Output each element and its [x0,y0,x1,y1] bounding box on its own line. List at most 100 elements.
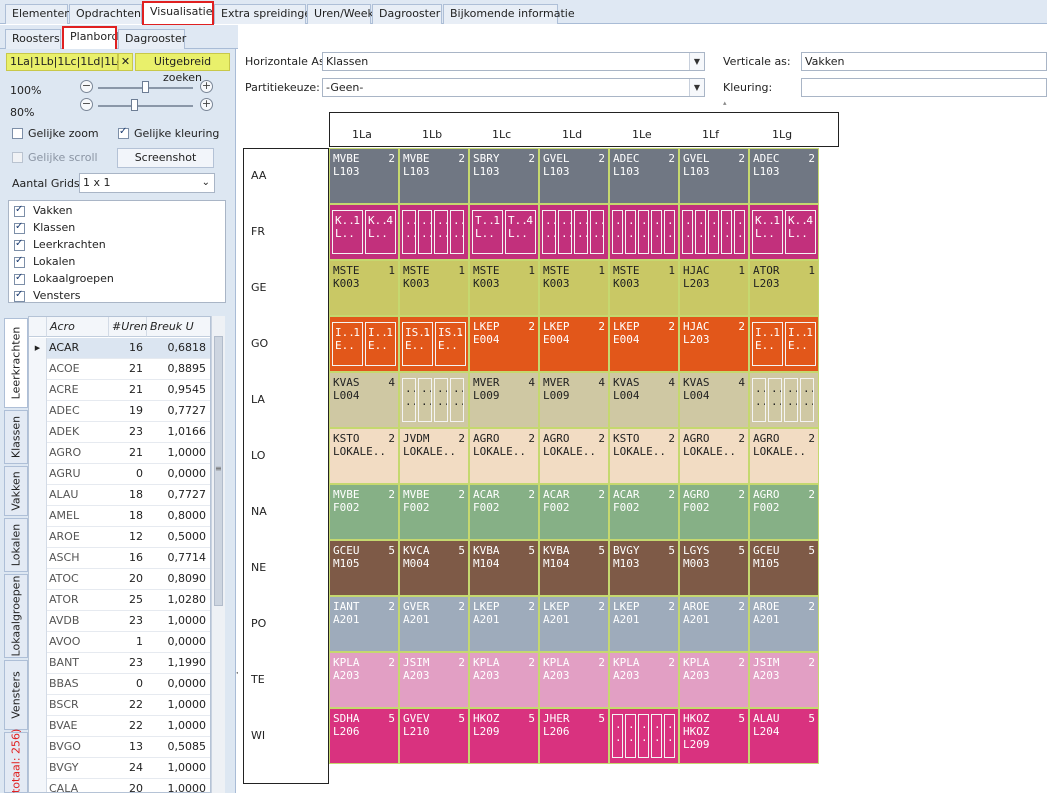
zoom-slider-2[interactable] [98,105,193,107]
planbord-subcell[interactable]: IS.. E.. 1 [435,322,466,366]
screenshot-button[interactable]: Screenshot [117,148,214,168]
planbord-subcell[interactable]: .. .. [708,210,719,254]
planbord-subcell[interactable]: .. .. [638,714,649,758]
column-header-1la[interactable]: 1La [352,128,372,141]
planbord-subcell[interactable]: K.. L.. 4 [365,210,396,254]
planbord-cell[interactable]: .. .. .. .. .. .. .. .. [399,372,469,428]
planbord-cell[interactable]: .. .. .. .. .. .. .. .. .. .. [609,204,679,260]
advanced-search-button[interactable]: Uitgebreid zoeken [135,53,230,84]
planbord-cell[interactable]: MVBE F002 2 [399,484,469,540]
planbord-cell[interactable]: ACAR F002 2 [469,484,539,540]
top-tab-extra-spreidingen[interactable]: Extra spreidingen [214,4,318,24]
row-header-aa[interactable]: AA [251,169,267,182]
table-row[interactable]: ACRE 21 0,9545 [29,380,210,401]
planbord-subcell[interactable]: .. .. [784,378,798,422]
planbord-cell[interactable]: JSIM A203 2 [749,652,819,708]
planbord-subcell[interactable]: .. .. [664,714,675,758]
planbord-cell[interactable]: I.. E.. 1 I.. E.. 1 [329,316,399,372]
column-header-1lg[interactable]: 1Lg [772,128,793,141]
zoom-out-icon[interactable]: − [80,79,93,93]
table-row[interactable]: ALAU 18 0,7727 [29,485,210,506]
table-row[interactable]: AROE 12 0,5000 [29,527,210,548]
planbord-cell[interactable]: KPLA A203 2 [469,652,539,708]
planbord-cell[interactable]: HKOZ L209 5 [469,708,539,764]
planbord-subcell[interactable]: .. .. [651,714,662,758]
zoom-slider-1-thumb[interactable] [142,81,149,93]
planbord-cell[interactable]: AGRO LOKALE.. 2 [539,428,609,484]
planbord-subcell[interactable]: .. .. [651,210,662,254]
planbord-cell[interactable]: .. .. .. .. .. .. .. .. [749,372,819,428]
planbord-subcell[interactable]: .. .. [638,210,649,254]
planbord-cell[interactable]: SDHA L206 5 [329,708,399,764]
planbord-subcell[interactable]: I.. E.. 1 [332,322,363,366]
vtab-klassen[interactable]: Klassen [4,410,28,464]
planbord-cell[interactable]: GVER A201 2 [399,596,469,652]
planbord-cell[interactable]: KVCA M004 5 [399,540,469,596]
planbord-cell[interactable]: LGYS M003 5 [679,540,749,596]
horizontale-as-select[interactable]: Klassen ▼ [322,52,705,71]
planbord-cell[interactable]: KPLA A203 2 [329,652,399,708]
planbord-cell[interactable]: HJAC L203 2 [679,316,749,372]
zoom-in-icon[interactable]: + [200,79,213,93]
planbord-subcell[interactable]: .. .. [434,210,448,254]
table-row[interactable]: ACOE 21 0,8895 [29,359,210,380]
planbord-subcell[interactable]: .. .. [721,210,732,254]
planbord-cell[interactable]: MVER L009 4 [469,372,539,428]
checklist-klassen-checkbox[interactable] [14,221,25,234]
planbord-cell[interactable]: GCEU M105 5 [329,540,399,596]
planbord-cell[interactable]: GCEU M105 5 [749,540,819,596]
planbord-cell[interactable]: ADEC L103 2 [749,148,819,204]
table-row[interactable]: BSCR 22 1,0000 [29,695,210,716]
planbord-cell[interactable]: JSIM A203 2 [399,652,469,708]
table-row[interactable]: AGRU 0 0,0000 [29,464,210,485]
splitter-grip-icon[interactable]: ▴ [723,99,727,107]
planbord-cell[interactable]: KVAS L004 4 [609,372,679,428]
top-tab-visualisatie[interactable]: Visualisatie [142,1,214,26]
planbord-cell[interactable]: ADEC L103 2 [609,148,679,204]
planbord-cell[interactable]: JHER L206 5 [539,708,609,764]
planbord-cell[interactable]: SBRY L103 2 [469,148,539,204]
checklist-vensters-checkbox[interactable] [14,289,25,302]
planbord-cell[interactable]: ALAU L204 5 [749,708,819,764]
table-row[interactable]: ADEK 23 1,0166 [29,422,210,443]
sub-tab-dagrooster[interactable]: Dagrooster [118,29,186,49]
planbord-subcell[interactable]: T.. L.. 1 [472,210,503,254]
planbord-cell[interactable]: MVBE F002 2 [329,484,399,540]
planbord-cell[interactable]: LKEP A201 2 [469,596,539,652]
table-row[interactable]: BBAS 0 0,0000 [29,674,210,695]
planbord-cell[interactable]: AGRO LOKALE.. 2 [469,428,539,484]
top-tab-bijkomende-informatie[interactable]: Bijkomende informatie [443,4,575,24]
planbord-subcell[interactable]: K.. L.. 1 [752,210,783,254]
table-row[interactable]: ATOC 20 0,8090 [29,569,210,590]
vtab-vensters[interactable]: Vensters [4,660,28,730]
planbord-subcell[interactable]: .. .. [558,210,572,254]
planbord-subcell[interactable]: IS.. E.. 1 [402,322,433,366]
planbord-subcell[interactable]: .. .. [664,210,675,254]
table-row[interactable]: AMEL 18 0,8000 [29,506,210,527]
row-header-na[interactable]: NA [251,505,267,518]
top-tab-uren-week[interactable]: Uren/Week [307,4,374,24]
row-header-lo[interactable]: LO [251,449,266,462]
planbord-cell[interactable]: AGRO LOKALE.. 2 [749,428,819,484]
planbord-subcell[interactable]: I.. E.. 1 [785,322,816,366]
planbord-subcell[interactable]: I.. E.. 1 [752,322,783,366]
planbord-cell[interactable]: KVAS L004 4 [679,372,749,428]
filter-chip[interactable]: 1La|1Lb|1Lc|1Ld|1Le| [6,53,128,71]
planbord-subcell[interactable]: K.. L.. 4 [785,210,816,254]
planbord-cell[interactable]: AROE A201 2 [679,596,749,652]
zoom-slider-2-thumb[interactable] [131,99,138,111]
top-tab-elementen[interactable]: Elementen [5,4,71,24]
planbord-cell[interactable]: K.. L.. 1 K.. L.. 4 [329,204,399,260]
clear-filter-icon[interactable]: ✕ [118,53,133,71]
table-row[interactable]: ADEC 19 0,7727 [29,401,210,422]
sub-tab-planbord[interactable]: Planbord [62,26,118,51]
planbord-cell[interactable]: MSTE K003 1 [609,260,679,316]
table-row[interactable]: BANT 23 1,1990 [29,653,210,674]
planbord-cell[interactable]: KVBA M104 5 [469,540,539,596]
planbord-cell[interactable]: KPLA A203 2 [609,652,679,708]
row-header-ge[interactable]: GE [251,281,267,294]
planbord-cell[interactable]: KPLA A203 2 [679,652,749,708]
planbord-cell[interactable]: AGRO F002 2 [749,484,819,540]
vtab-lokalen[interactable]: Lokalen [4,518,28,572]
planbord-subcell[interactable]: .. .. [768,378,782,422]
